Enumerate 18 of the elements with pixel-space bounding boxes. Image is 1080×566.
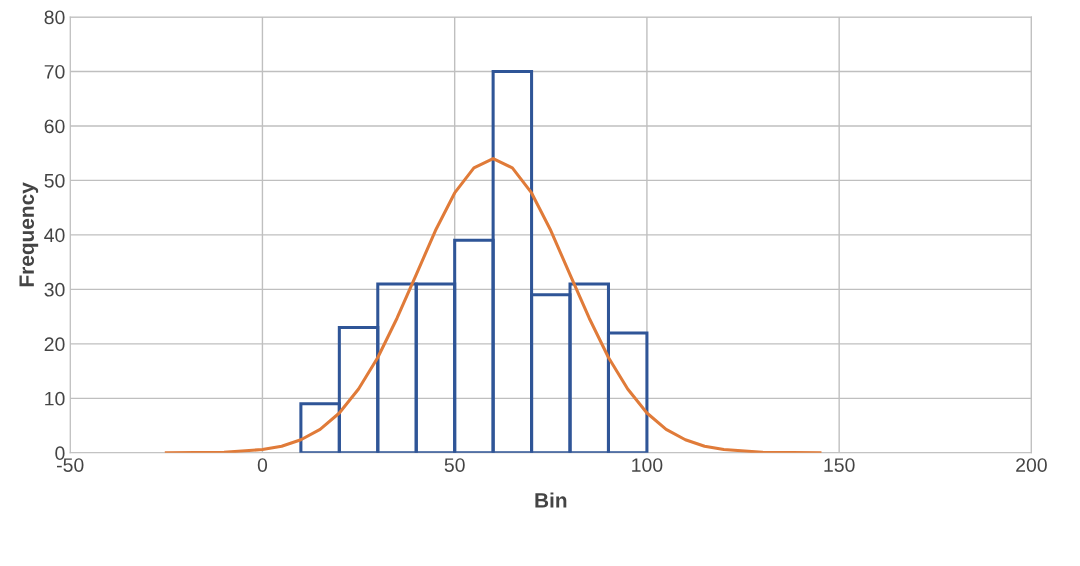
- y-tick-label: 10: [45, 391, 65, 406]
- x-tick-label: 0: [257, 458, 268, 472]
- y-axis-title: Frequency: [19, 182, 39, 287]
- y-tick-label: 20: [44, 337, 65, 352]
- y-tick-label: 50: [44, 173, 65, 188]
- y-tick-label: 40: [44, 228, 65, 243]
- y-tick-label: 80: [44, 10, 65, 25]
- y-tick-label: 30: [44, 282, 65, 297]
- y-tick-label: 0: [55, 446, 65, 461]
- x-tick-label: 150: [824, 458, 855, 472]
- x-tick-label: 50: [444, 458, 465, 472]
- x-tick-label: 100: [632, 458, 663, 472]
- x-tick-label: 200: [1016, 458, 1047, 472]
- y-tick-label: 60: [44, 119, 65, 134]
- x-axis-title: Bin: [535, 492, 567, 508]
- line-series: [164, 157, 822, 453]
- y-tick-label: 70: [44, 64, 65, 79]
- x-tick-label: -50: [57, 458, 84, 472]
